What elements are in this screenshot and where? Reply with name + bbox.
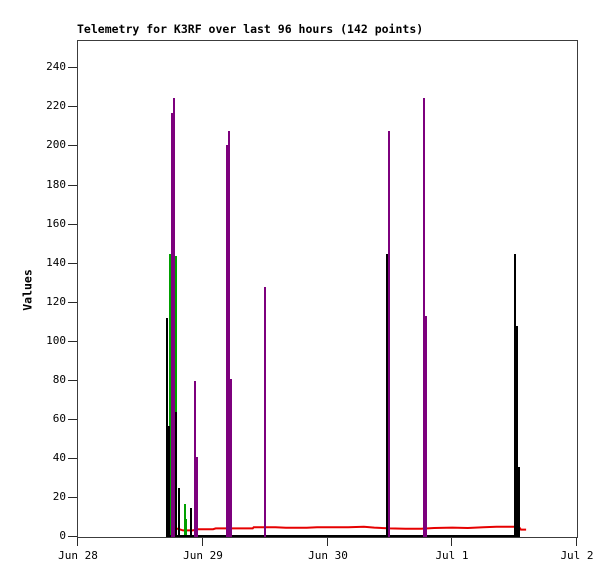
green-impulses-bar <box>183 503 186 537</box>
black-impulses-bar <box>165 318 168 537</box>
black-impulses-bar <box>189 507 192 537</box>
y-tick-mark <box>68 302 77 303</box>
black-impulses-bar <box>167 425 170 537</box>
y-tick-label: 220 <box>46 99 66 112</box>
green-impulses-bar <box>169 253 172 537</box>
y-tick-mark <box>68 419 77 420</box>
y-tick-label: 0 <box>59 529 66 542</box>
purple-impulses-bar <box>227 130 230 537</box>
y-tick-label: 200 <box>46 138 66 151</box>
x-tick-mark <box>77 538 78 546</box>
green-impulses-bar <box>175 255 178 537</box>
x-tick-mark <box>451 538 452 546</box>
black-impulses-bar <box>174 412 177 537</box>
x-tick-label: Jun 30 <box>308 549 348 562</box>
green-impulses-bar <box>185 519 188 537</box>
purple-impulses-bar <box>425 316 428 537</box>
black-impulses-bar <box>515 326 518 537</box>
purple-impulses-bar <box>173 97 176 537</box>
y-tick-mark <box>68 536 77 537</box>
purple-impulses-bar <box>171 113 174 537</box>
purple-impulses-bar <box>193 380 196 537</box>
y-tick-label: 140 <box>46 256 66 269</box>
purple-impulses-bar <box>388 130 391 537</box>
y-tick-mark <box>68 263 77 264</box>
y-tick-label: 240 <box>46 60 66 73</box>
purple-impulses-bar <box>229 378 232 537</box>
y-tick-mark <box>68 145 77 146</box>
x-tick-label: Jul 2 <box>560 549 594 562</box>
y-tick-mark <box>68 341 77 342</box>
y-tick-mark <box>68 380 77 381</box>
black-impulses-baseline <box>166 534 520 537</box>
chart-title: Telemetry for K3RF over last 96 hours (1… <box>77 22 424 36</box>
x-tick-mark <box>202 538 203 546</box>
x-tick-label: Jun 29 <box>183 549 223 562</box>
y-tick-mark <box>68 185 77 186</box>
black-impulses-bar <box>177 488 180 537</box>
y-tick-mark <box>68 67 77 68</box>
y-tick-label: 180 <box>46 178 66 191</box>
y-tick-label: 100 <box>46 334 66 347</box>
y-tick-mark <box>68 106 77 107</box>
plot-area <box>77 40 578 538</box>
y-tick-label: 120 <box>46 295 66 308</box>
y-tick-mark <box>68 224 77 225</box>
purple-impulses-bar <box>225 144 228 537</box>
y-tick-label: 60 <box>52 412 66 425</box>
black-impulses-bar <box>385 253 388 537</box>
x-tick-mark <box>576 538 577 546</box>
y-tick-label: 20 <box>52 490 66 503</box>
x-tick-mark <box>327 538 328 546</box>
y-tick-mark <box>68 458 77 459</box>
y-tick-label: 160 <box>46 217 66 230</box>
y-tick-label: 80 <box>52 373 66 386</box>
purple-impulses-bar <box>195 456 198 537</box>
purple-impulses-bar <box>423 97 426 537</box>
x-tick-label: Jul 1 <box>435 549 469 562</box>
y-tick-mark <box>68 497 77 498</box>
black-impulses-bar <box>513 253 516 537</box>
y-tick-label: 40 <box>52 451 66 464</box>
x-tick-label: Jun 28 <box>58 549 98 562</box>
red-line-series <box>172 525 527 532</box>
purple-impulses-bar <box>263 287 266 537</box>
black-impulses-bar <box>517 466 520 537</box>
red-line <box>172 525 527 532</box>
